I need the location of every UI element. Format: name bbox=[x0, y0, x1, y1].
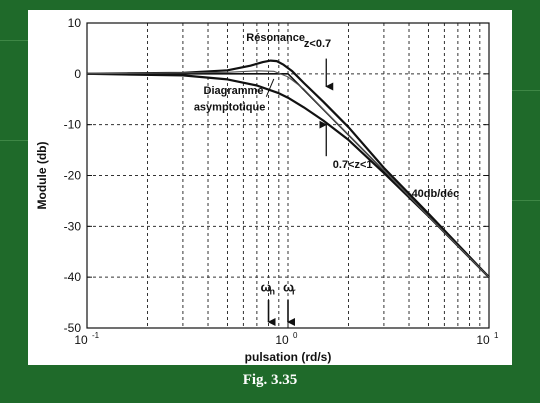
x-tick-exponent: -1 bbox=[92, 331, 100, 340]
x-tick-label: 10 bbox=[74, 333, 88, 347]
plot-card: 10 0 -10 -20 -30 -40 -50 10 -1 10 0 10 1 pulsation (r… bbox=[28, 10, 512, 365]
y-tick-label: 10 bbox=[68, 16, 82, 30]
omega-r-subscript: r bbox=[292, 286, 296, 296]
leader-asymptotic bbox=[265, 78, 275, 97]
x-tick-label: 10 bbox=[275, 333, 289, 347]
y-tick-label: -10 bbox=[64, 118, 82, 132]
board-line bbox=[0, 140, 28, 141]
curve-resonance bbox=[86, 59, 490, 278]
curves bbox=[86, 59, 490, 278]
y-tick-label: 0 bbox=[74, 67, 81, 81]
y-tick-label: -50 bbox=[64, 321, 82, 335]
x-tick-exponent: 1 bbox=[494, 331, 499, 340]
curve-mid bbox=[86, 70, 490, 278]
x-axis-title: pulsation (rd/s) bbox=[245, 350, 332, 364]
annotation-z-low: z<0.7 bbox=[304, 38, 331, 50]
omega-r-symbol: ω bbox=[283, 279, 294, 294]
omega-n-subscript: n bbox=[270, 286, 276, 296]
y-tick-label: -40 bbox=[64, 270, 82, 284]
annotation-asymptotic-line1: Diagramme bbox=[204, 85, 264, 97]
y-axis-title: Module (db) bbox=[35, 142, 49, 210]
board-line bbox=[512, 200, 540, 201]
annotation-asymptotic-line2: asymptotique bbox=[194, 101, 266, 113]
y-tick-label: -20 bbox=[64, 169, 82, 183]
board-line bbox=[0, 40, 28, 41]
annotation-z-mid: 0.7<z<1 bbox=[333, 159, 373, 171]
figure-caption: Fig. 3.35 bbox=[242, 372, 298, 388]
omega-n-symbol: ω bbox=[261, 279, 272, 294]
x-tick-exponent: 0 bbox=[293, 331, 298, 340]
annotation-resonance: Résonance bbox=[246, 32, 305, 44]
annotation-slope: -40db/déc bbox=[408, 188, 459, 200]
board-line bbox=[512, 90, 540, 91]
x-tick-label: 10 bbox=[476, 333, 490, 347]
curve-damped bbox=[86, 72, 490, 278]
y-tick-label: -30 bbox=[64, 219, 82, 233]
